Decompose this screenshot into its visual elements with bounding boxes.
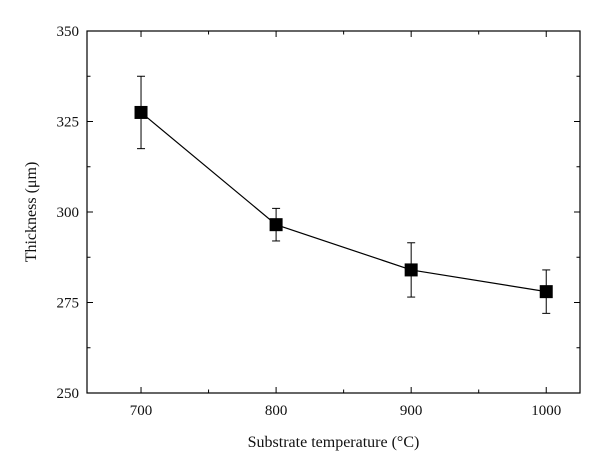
plot-area-frame	[86, 30, 581, 394]
data-point-marker	[269, 218, 283, 232]
x-tick-label: 700	[130, 403, 153, 419]
y-tick-label: 275	[57, 296, 80, 312]
tick-labels-layer: 700 800 900 1000 250 275 300 325 350	[57, 24, 562, 419]
data-point-marker	[539, 285, 553, 299]
data-point-marker	[134, 105, 148, 119]
data-point-marker	[404, 263, 418, 277]
ticks-layer	[87, 30, 580, 394]
series-layer	[134, 75, 553, 314]
y-tick-label: 300	[57, 205, 80, 221]
x-axis-title: Substrate temperature (°C)	[248, 434, 420, 451]
x-tick-label: 800	[265, 403, 288, 419]
y-tick-label: 325	[57, 115, 80, 131]
y-tick-label: 250	[57, 386, 80, 402]
y-axis-title: Thickness (μm)	[23, 162, 40, 263]
series-line	[140, 111, 547, 293]
x-tick-label: 900	[400, 403, 423, 419]
x-tick-label: 1000	[531, 403, 561, 419]
y-tick-label: 350	[57, 24, 80, 40]
